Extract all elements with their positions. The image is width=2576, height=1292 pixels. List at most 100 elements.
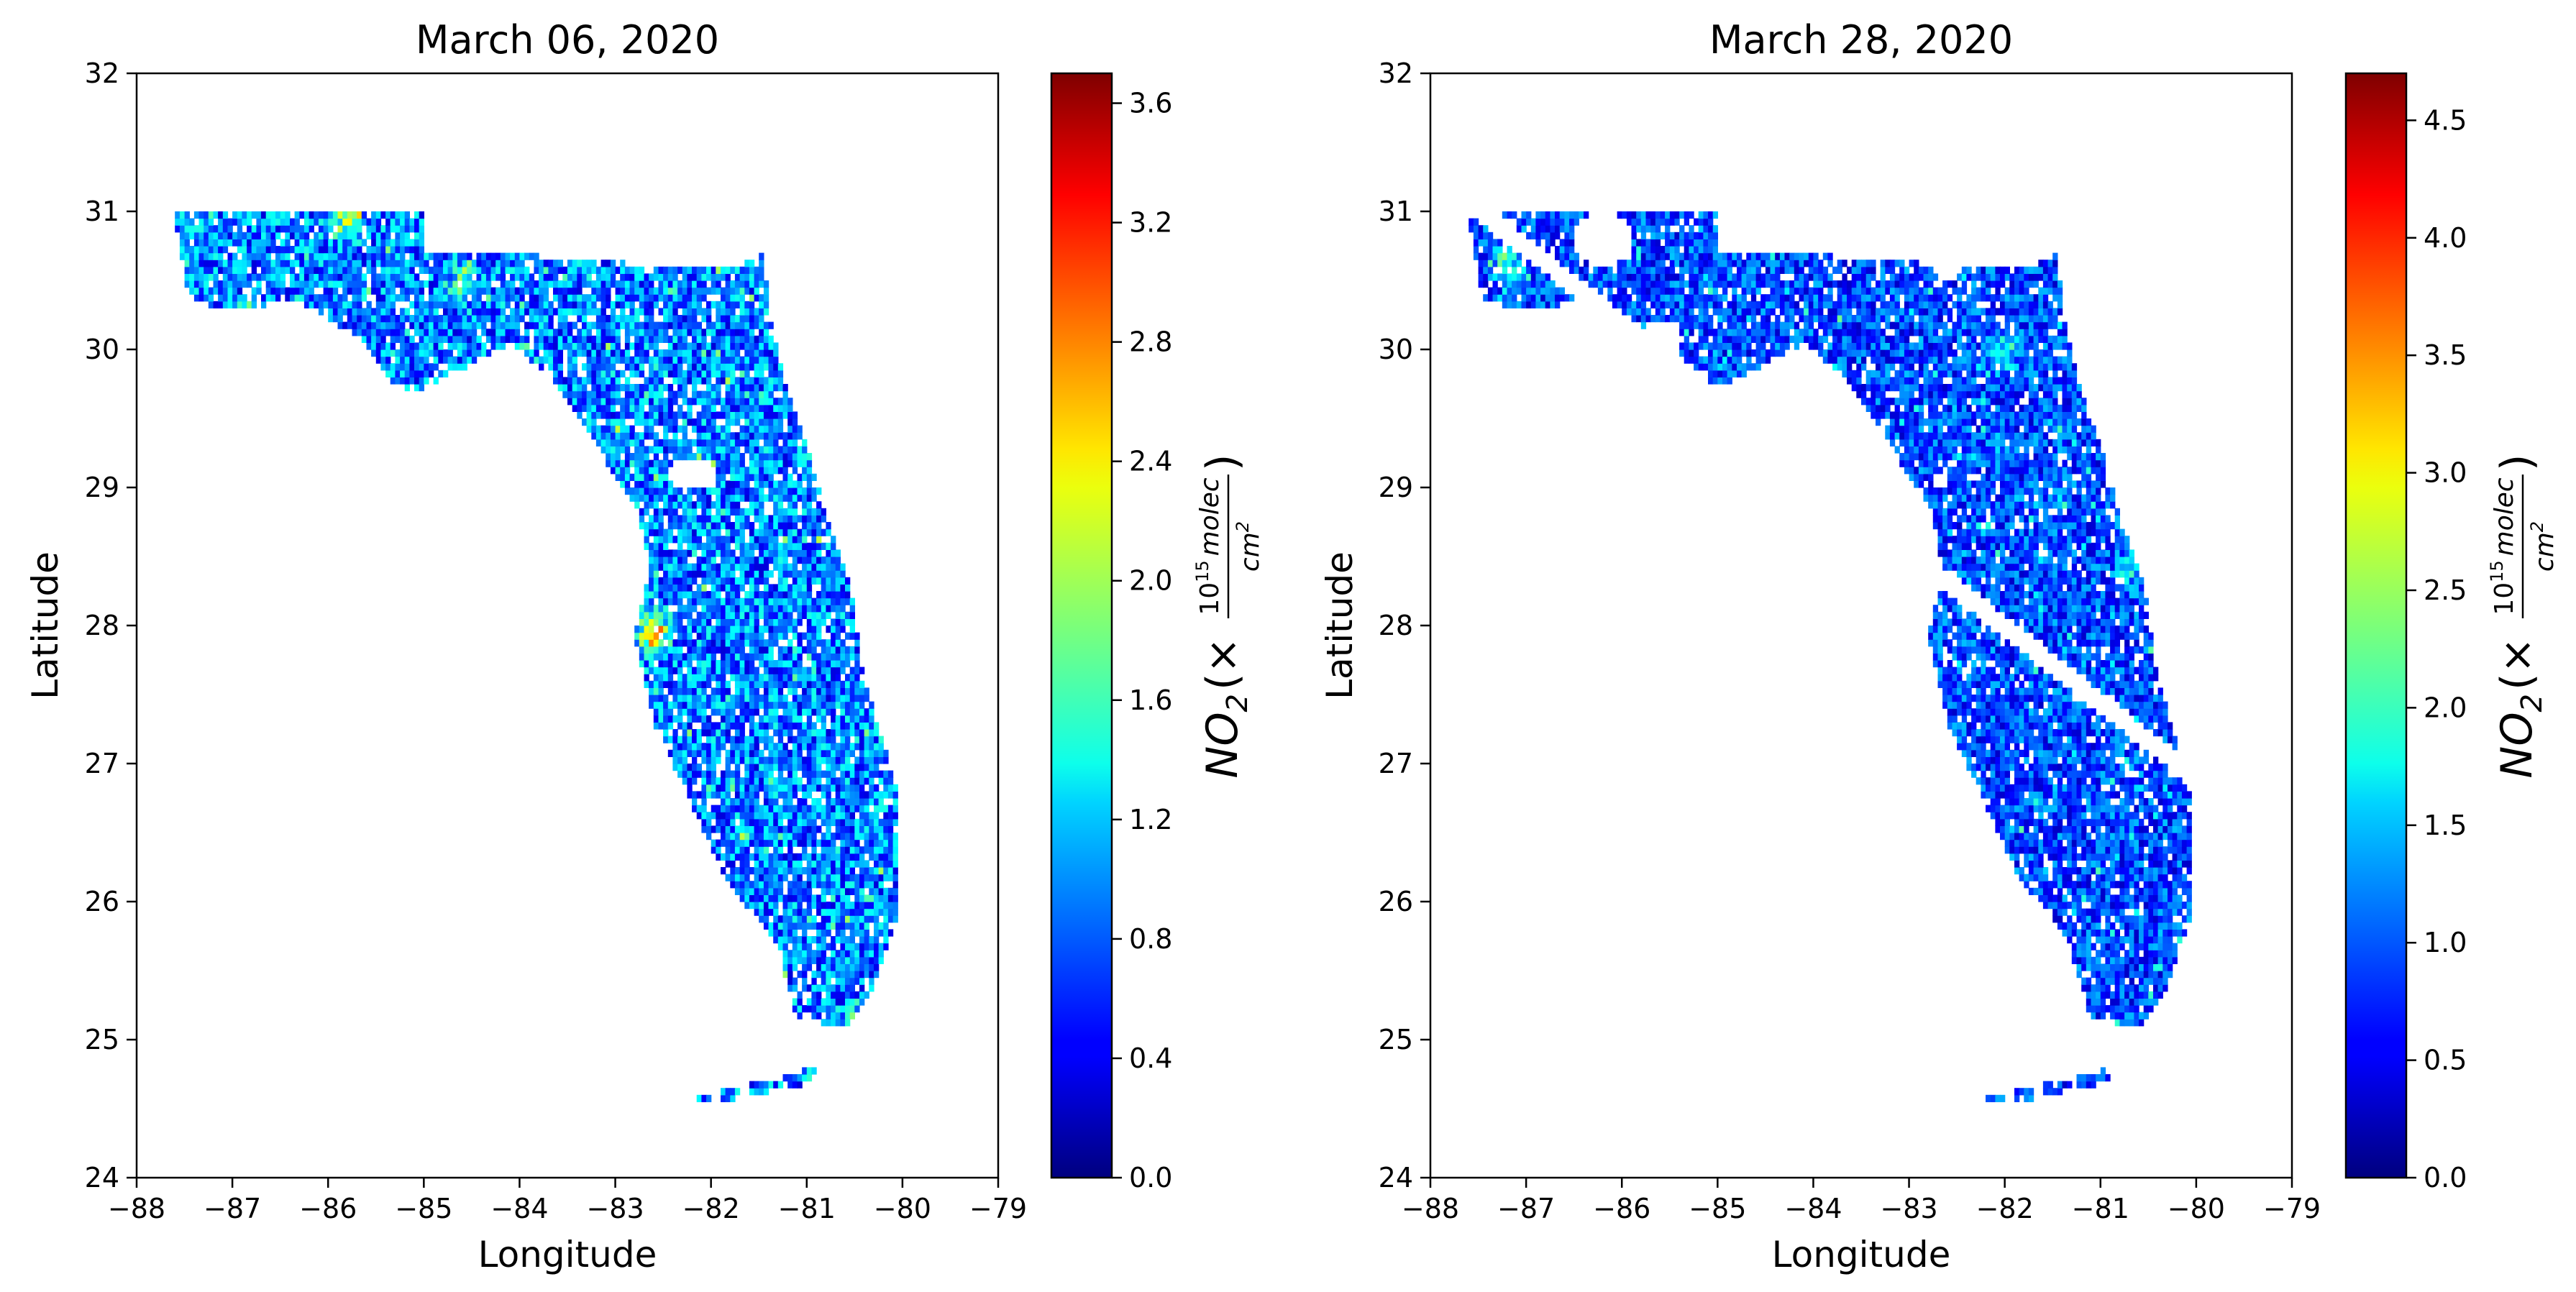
heatmap-cell bbox=[519, 280, 525, 288]
heatmap-cell bbox=[716, 777, 721, 785]
heatmap-cell bbox=[883, 818, 889, 826]
heatmap-cell bbox=[826, 1012, 831, 1020]
heatmap-cell bbox=[730, 770, 736, 778]
heatmap-cell bbox=[663, 666, 669, 674]
heatmap-cell bbox=[677, 446, 683, 454]
heatmap-cell bbox=[285, 225, 291, 233]
heatmap-cell bbox=[802, 833, 808, 840]
heatmap-cell bbox=[874, 756, 880, 764]
heatmap-cell bbox=[859, 874, 865, 881]
heatmap-cell bbox=[342, 280, 348, 288]
heatmap-cell bbox=[303, 225, 310, 233]
heatmap-cell bbox=[706, 660, 712, 668]
heatmap-cell bbox=[677, 570, 683, 578]
heatmap-cell bbox=[797, 743, 803, 751]
heatmap-cell bbox=[649, 280, 654, 288]
heatmap-cell bbox=[787, 515, 793, 523]
heatmap-cell bbox=[759, 308, 764, 316]
heatmap-cell bbox=[711, 784, 716, 792]
heatmap-cell bbox=[701, 722, 707, 730]
heatmap-cell bbox=[424, 260, 429, 267]
heatmap-cell bbox=[874, 825, 880, 833]
heatmap-cell bbox=[711, 660, 716, 668]
heatmap-cell bbox=[476, 280, 482, 288]
heatmap-cell bbox=[672, 377, 678, 385]
heatmap-cell bbox=[831, 887, 836, 895]
heatmap-cell bbox=[725, 639, 731, 647]
heatmap-cell bbox=[433, 252, 439, 260]
heatmap-cell bbox=[371, 246, 377, 254]
heatmap-cell bbox=[591, 425, 597, 433]
heatmap-cell bbox=[864, 777, 869, 785]
heatmap-cell bbox=[739, 646, 745, 654]
heatmap-cell bbox=[802, 818, 808, 826]
heatmap-cell bbox=[476, 308, 482, 316]
heatmap-cell bbox=[639, 398, 645, 406]
heatmap-cell bbox=[782, 756, 788, 764]
heatmap-cell bbox=[433, 342, 439, 350]
heatmap-cell bbox=[744, 687, 750, 695]
heatmap-cell bbox=[802, 611, 808, 619]
heatmap-cell bbox=[716, 674, 721, 682]
heatmap-cell bbox=[706, 377, 712, 385]
heatmap-cell bbox=[409, 342, 415, 350]
heatmap-cell bbox=[429, 252, 434, 260]
heatmap-cell bbox=[711, 329, 716, 336]
heatmap-cell bbox=[706, 363, 712, 371]
heatmap-cell bbox=[792, 487, 798, 495]
heatmap-cell bbox=[644, 528, 649, 536]
heatmap-cell bbox=[725, 335, 731, 343]
heatmap-cell bbox=[706, 770, 712, 778]
heatmap-cell bbox=[711, 639, 716, 647]
heatmap-cell bbox=[754, 342, 759, 350]
heatmap-cell bbox=[806, 549, 813, 557]
heatmap-cell bbox=[777, 501, 784, 509]
heatmap-cell bbox=[734, 646, 741, 654]
heatmap-cell bbox=[624, 480, 631, 488]
heatmap-cell bbox=[682, 756, 688, 764]
heatmap-cell bbox=[716, 342, 721, 350]
heatmap-cell bbox=[864, 729, 869, 737]
heatmap-cell bbox=[845, 764, 851, 771]
heatmap-cell bbox=[242, 218, 247, 226]
heatmap-cell bbox=[835, 674, 841, 682]
heatmap-cell bbox=[639, 329, 645, 336]
heatmap-cell bbox=[725, 764, 731, 771]
heatmap-cell bbox=[802, 708, 808, 716]
heatmap-cell bbox=[380, 308, 386, 316]
heatmap-cell bbox=[730, 846, 736, 854]
heatmap-cell bbox=[777, 404, 784, 412]
heatmap-cell bbox=[763, 825, 769, 833]
heatmap-cell bbox=[806, 1067, 813, 1075]
heatmap-cell bbox=[606, 342, 611, 350]
heatmap-cell bbox=[414, 252, 420, 260]
heatmap-cell bbox=[849, 998, 855, 1006]
heatmap-cell bbox=[806, 501, 813, 509]
heatmap-cell bbox=[759, 280, 764, 288]
heatmap-cell bbox=[797, 853, 803, 861]
heatmap-cell bbox=[831, 805, 836, 812]
heatmap-cell bbox=[380, 266, 386, 274]
heatmap-cell bbox=[792, 618, 798, 626]
heatmap-cell bbox=[529, 321, 535, 329]
heatmap-cell bbox=[467, 321, 472, 329]
heatmap-cell bbox=[782, 922, 788, 930]
heatmap-cell bbox=[672, 390, 678, 398]
heatmap-cell bbox=[404, 273, 410, 281]
heatmap-cell bbox=[773, 839, 779, 847]
heatmap-cell bbox=[874, 908, 880, 916]
heatmap-cell bbox=[782, 494, 788, 502]
heatmap-cell bbox=[773, 467, 779, 475]
heatmap-cell bbox=[749, 722, 755, 730]
heatmap-cell bbox=[768, 818, 774, 826]
heatmap-cell bbox=[419, 280, 424, 288]
heatmap-cell bbox=[773, 729, 779, 737]
heatmap-cell bbox=[692, 577, 698, 585]
heatmap-cell bbox=[744, 902, 750, 910]
heatmap-cell bbox=[730, 294, 736, 302]
heatmap-cell bbox=[519, 273, 525, 281]
heatmap-cell bbox=[586, 390, 592, 398]
heatmap-cell bbox=[821, 853, 826, 861]
heatmap-cell bbox=[792, 528, 798, 536]
heatmap-cell bbox=[711, 846, 716, 854]
